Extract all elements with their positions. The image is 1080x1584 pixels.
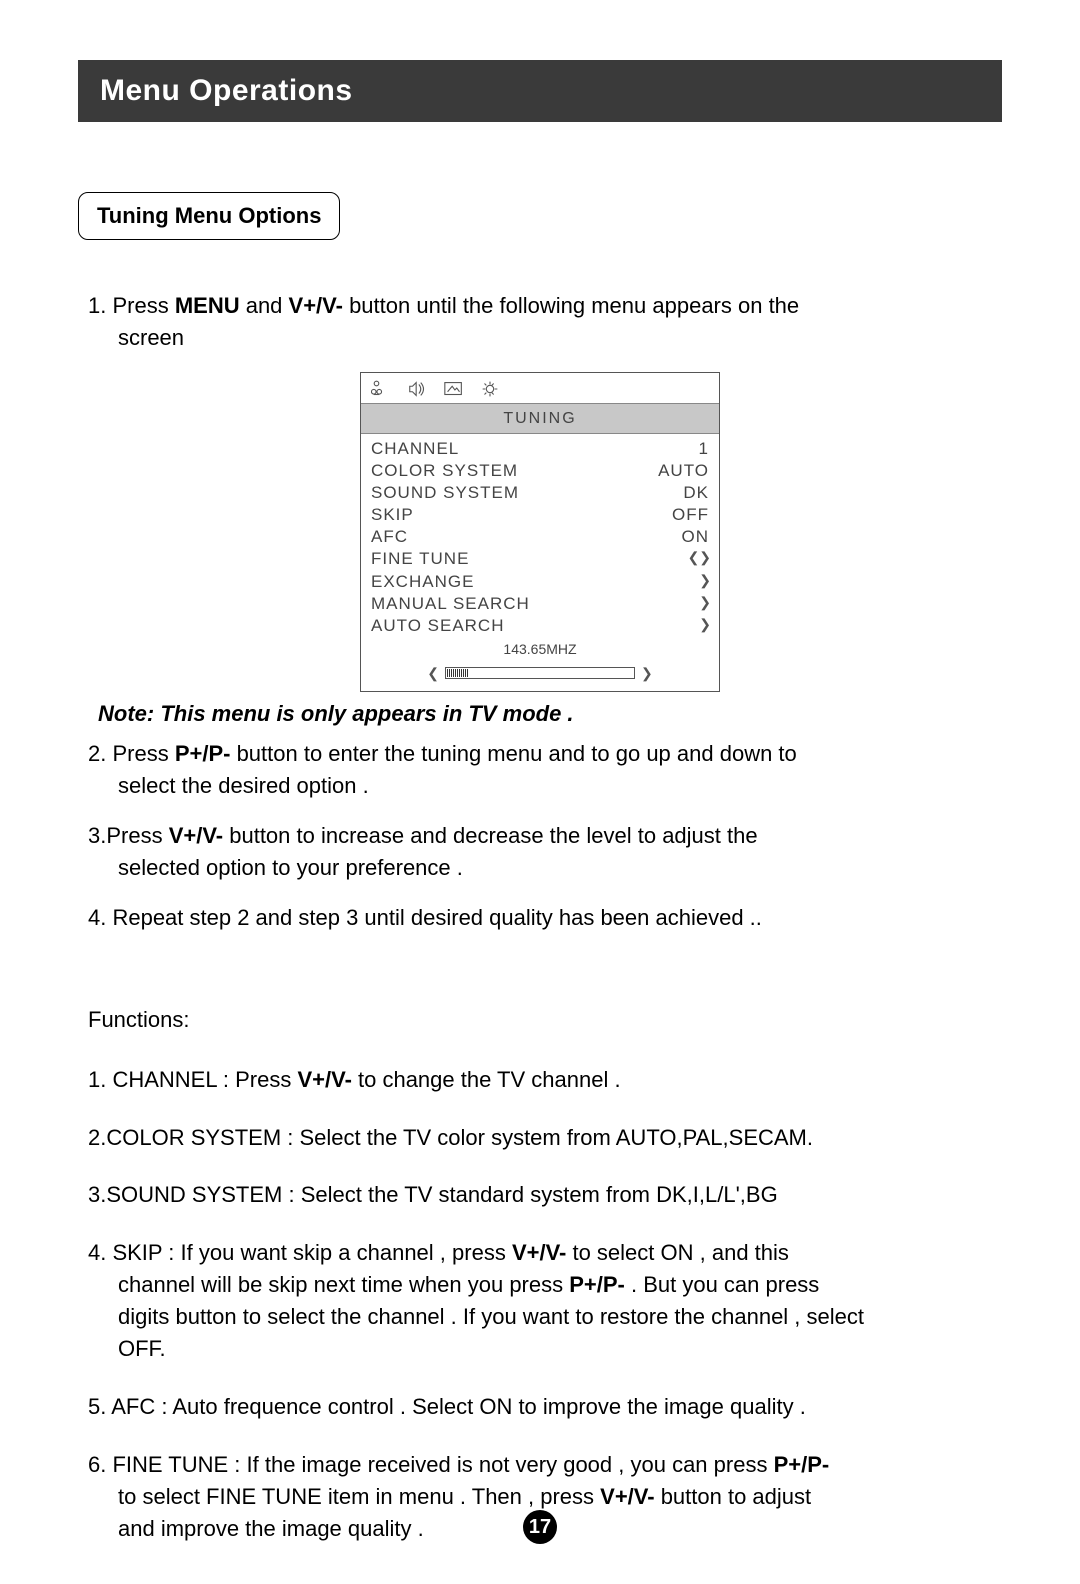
slider-track (445, 667, 635, 679)
osd-value: ON (682, 526, 710, 548)
func4-l2a: channel will be skip next time when you … (118, 1272, 569, 1297)
osd-label: CHANNEL (371, 438, 459, 460)
osd-title: TUNING (361, 403, 719, 434)
func1-post: to change the TV channel . (352, 1067, 621, 1092)
osd-frequency: 143.65MHZ (371, 639, 709, 659)
step2-line2: select the desired option . (88, 770, 992, 802)
func4-mid1: to select ON , and this (566, 1240, 789, 1265)
note-text: Note: This menu is only appears in TV mo… (98, 698, 992, 730)
osd-row-finetune: FINE TUNE ❮ ❯ (371, 548, 709, 570)
content-body: 1. Press MENU and V+/V- button until the… (78, 290, 1002, 1544)
osd-value: ❯ (699, 571, 709, 593)
osd-slider: ❮ ❯ (361, 661, 719, 691)
osd-box: TUNING CHANNEL 1 COLOR SYSTEM AUTO SOUND S… (360, 372, 720, 693)
func-1: 1. CHANNEL : Press V+/V- to change the T… (88, 1064, 992, 1096)
step1-suffix: button until the following menu appears … (343, 293, 799, 318)
func4-l4: OFF. (88, 1333, 992, 1365)
page-number: 17 (523, 1510, 557, 1544)
osd-label: AUTO SEARCH (371, 615, 505, 637)
section-title-box: Tuning Menu Options (78, 192, 340, 240)
osd-label: EXCHANGE (371, 571, 474, 593)
step1-bold1: MENU (175, 293, 240, 318)
osd-label: AFC (371, 526, 408, 548)
sound-icon (407, 379, 429, 399)
osd-value: 1 (699, 438, 709, 460)
func4-pre: 4. SKIP : If you want skip a channel , p… (88, 1240, 512, 1265)
func6-b1: P+/P- (774, 1452, 830, 1477)
func-2: 2.COLOR SYSTEM : Select the TV color sys… (88, 1122, 992, 1154)
osd-label: FINE TUNE (371, 548, 469, 570)
osd-value: ❯ (699, 593, 709, 615)
func-4: 4. SKIP : If you want skip a channel , p… (88, 1237, 992, 1365)
osd-label: SOUND SYSTEM (371, 482, 519, 504)
func4-l2b: . But you can press (625, 1272, 819, 1297)
slider-fill (447, 669, 469, 677)
page-header: Menu Operations (78, 60, 1002, 122)
osd-screenshot: TUNING CHANNEL 1 COLOR SYSTEM AUTO SOUND S… (88, 372, 992, 693)
func4-b2: P+/P- (569, 1272, 625, 1297)
step-2: 2. Press P+/P- button to enter the tunin… (88, 738, 992, 802)
func4-l3: digits button to select the channel . If… (88, 1301, 992, 1333)
functions-heading: Functions: (88, 1004, 992, 1036)
func6-pre: 6. FINE TUNE : If the image received is … (88, 1452, 774, 1477)
osd-value: AUTO (658, 460, 709, 482)
step3-pre: 3.Press (88, 823, 169, 848)
step1-bold2: V+/V- (289, 293, 343, 318)
step-4: 4. Repeat step 2 and step 3 until desire… (88, 902, 992, 934)
func-5: 5. AFC : Auto frequence control . Select… (88, 1391, 992, 1423)
chevron-right-icon: ❯ (641, 663, 653, 683)
osd-value: ❯ (699, 615, 709, 637)
step1-text: 1. Press (88, 293, 175, 318)
osd-label: COLOR SYSTEM (371, 460, 518, 482)
step2-rest: button to enter the tuning menu and to g… (230, 741, 796, 766)
osd-value: ❮ ❯ (688, 548, 709, 570)
osd-row-sound: SOUND SYSTEM DK (371, 482, 709, 504)
step1-mid: and (240, 293, 289, 318)
osd-row-manual: MANUAL SEARCH ❯ (371, 593, 709, 615)
func-3: 3.SOUND SYSTEM : Select the TV standard … (88, 1179, 992, 1211)
osd-value: DK (683, 482, 709, 504)
osd-value: OFF (672, 504, 709, 526)
step-3: 3.Press V+/V- button to increase and dec… (88, 820, 992, 884)
display-icon (443, 379, 465, 399)
osd-row-color: COLOR SYSTEM AUTO (371, 460, 709, 482)
step3-bold: V+/V- (169, 823, 223, 848)
osd-row-exchange: EXCHANGE ❯ (371, 571, 709, 593)
osd-row-channel: CHANNEL 1 (371, 438, 709, 460)
step3-rest: button to increase and decrease the leve… (223, 823, 757, 848)
functions-block: Functions: 1. CHANNEL : Press V+/V- to c… (88, 1004, 992, 1545)
tuning-icon (479, 379, 501, 399)
func4-b1: V+/V- (512, 1240, 566, 1265)
osd-body: CHANNEL 1 COLOR SYSTEM AUTO SOUND SYSTEM DK… (361, 434, 719, 661)
picture-icon (371, 379, 393, 399)
step2-pre: 2. Press (88, 741, 175, 766)
func1-bold: V+/V- (297, 1067, 351, 1092)
step3-line2: selected option to your preference . (88, 852, 992, 884)
step2-bold: P+/P- (175, 741, 231, 766)
func6-b2: V+/V- (600, 1484, 654, 1509)
func1-pre: 1. CHANNEL : Press (88, 1067, 297, 1092)
osd-row-autosearch: AUTO SEARCH ❯ (371, 615, 709, 637)
chevron-left-icon: ❮ (427, 663, 439, 683)
osd-icon-row (361, 373, 719, 403)
func6-l2a: to select FINE TUNE item in menu . Then … (118, 1484, 600, 1509)
step-1: 1. Press MENU and V+/V- button until the… (88, 290, 992, 354)
osd-label: MANUAL SEARCH (371, 593, 530, 615)
func6-l2b: button to adjust (655, 1484, 812, 1509)
osd-label: SKIP (371, 504, 414, 526)
osd-row-skip: SKIP OFF (371, 504, 709, 526)
step1-line2: screen (88, 322, 992, 354)
osd-row-afc: AFC ON (371, 526, 709, 548)
